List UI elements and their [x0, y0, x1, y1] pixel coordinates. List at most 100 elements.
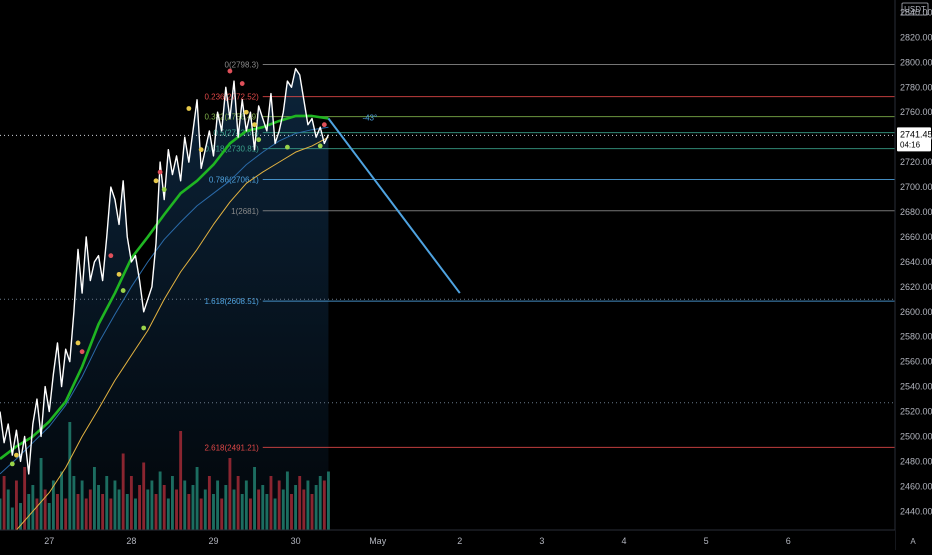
signal-marker [116, 271, 122, 277]
volume-bar [10, 507, 14, 530]
volume-bar [113, 480, 117, 530]
price-tick-label: 2800.00 [900, 57, 932, 67]
signal-marker [227, 68, 233, 74]
volume-bar [183, 480, 187, 530]
volume-bar [302, 489, 306, 530]
volume-bar [212, 494, 215, 530]
date-tick-label: 27 [44, 536, 54, 546]
fib-level-label: 0.5(2743.65) [213, 129, 259, 138]
fib-level-label: 0(2798.3) [225, 60, 260, 69]
volume-bar [261, 485, 265, 530]
signal-marker [317, 143, 323, 149]
date-tick-label: May [369, 536, 387, 546]
fib-level-label: 1.618(2608.51) [204, 297, 259, 306]
date-tick-label: 30 [291, 536, 301, 546]
price-tick-label: 2440.00 [900, 506, 932, 516]
fib-levels-layer: 0(2798.3)0.236(2772.52)0.382(2756.49)0.5… [0, 60, 895, 452]
volume-bar [125, 494, 129, 530]
date-tick-label: 6 [786, 536, 791, 546]
price-tick-label: 2660.00 [900, 232, 932, 242]
date-tick-label: 28 [126, 536, 136, 546]
volume-bar [318, 476, 322, 530]
volume-bar [80, 480, 84, 530]
signal-marker [157, 169, 163, 175]
fib-level-label: 1(2681) [231, 207, 259, 216]
volume-bar [0, 498, 2, 530]
volume-bar [298, 476, 302, 530]
volume-bar [84, 498, 88, 530]
signal-marker [161, 187, 167, 192]
volume-bar [195, 467, 199, 530]
fib-level-label: 0.618(2730.81) [204, 145, 259, 154]
volume-bar [269, 476, 273, 530]
volume-bar [56, 494, 59, 530]
current-price-countdown: 04:16 [900, 140, 921, 149]
fib-level-label: 0.786(2706.1) [209, 175, 259, 184]
volume-bar [2, 476, 6, 530]
volume-bar [207, 476, 211, 530]
volume-bar [92, 467, 96, 530]
volume-bar [257, 489, 261, 530]
price-tick-label: 2760.00 [900, 107, 932, 117]
date-tick-label: 29 [208, 536, 218, 546]
price-tick-label: 2560.00 [900, 357, 932, 367]
volume-bar [232, 489, 236, 530]
series-line-slow-ma [16, 136, 329, 531]
price-tick-label: 2640.00 [900, 257, 932, 267]
volume-bar [290, 494, 293, 530]
volume-bar [101, 494, 105, 530]
volume-bar [314, 485, 318, 530]
volume-bar [240, 494, 244, 530]
volume-bar [97, 485, 100, 530]
auto-scale-icon: A [910, 537, 916, 546]
volume-bar [72, 476, 76, 530]
volume-bar [306, 480, 310, 530]
volume-bar [322, 480, 326, 530]
price-tick-label: 2460.00 [900, 481, 932, 491]
volume-bar [265, 494, 269, 530]
volume-bar [105, 476, 109, 530]
volume-bar [228, 458, 232, 530]
signal-marker [79, 349, 85, 355]
price-tick-label: 2700.00 [900, 182, 932, 192]
volume-bar [248, 498, 252, 530]
volume-bar [277, 480, 281, 530]
price-tick-label: 2720.00 [900, 157, 932, 167]
volume-bar [14, 480, 18, 530]
volume-bar [60, 471, 64, 530]
price-tick-label: 2600.00 [900, 307, 932, 317]
price-tick-label: 2680.00 [900, 207, 932, 217]
volume-bar [175, 489, 178, 530]
projection-line [327, 117, 461, 294]
price-tick-label: 2820.00 [900, 32, 932, 42]
volume-bar [39, 458, 43, 530]
fib-level-label: 0.382(2756.49) [204, 113, 259, 122]
volume-bar [273, 498, 277, 530]
time-axis-panel [0, 530, 895, 550]
projection-layer: -43° [327, 113, 461, 294]
volume-bar [109, 498, 113, 530]
volume-bar [191, 485, 195, 530]
price-tick-label: 2500.00 [900, 431, 932, 441]
signal-marker [243, 109, 249, 115]
projection-angle-label: -43° [362, 113, 377, 122]
volume-bar [216, 480, 220, 530]
price-tick-label: 2780.00 [900, 82, 932, 92]
volume-bar [6, 489, 10, 530]
volume-bar [220, 498, 224, 530]
volume-bar [150, 480, 154, 530]
current-price-badge [897, 127, 931, 152]
signal-marker [9, 461, 15, 467]
signal-marker [321, 122, 327, 128]
volume-bar [170, 476, 174, 530]
volume-bar [166, 498, 170, 530]
volume-bar [199, 498, 203, 530]
volume-bar [76, 494, 80, 530]
volume-bar [64, 498, 68, 530]
volume-bar [35, 498, 39, 530]
volume-bar [179, 431, 183, 530]
volume-bar [187, 494, 191, 530]
signal-marker [141, 325, 147, 331]
